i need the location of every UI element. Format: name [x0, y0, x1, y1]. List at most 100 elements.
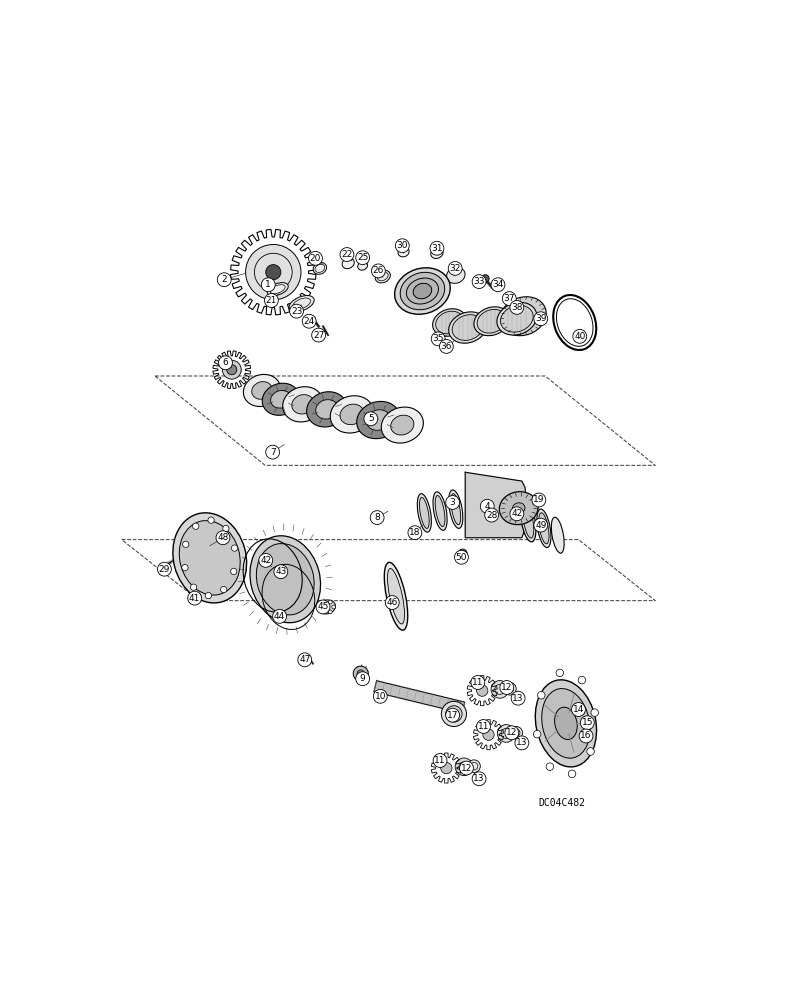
Text: DC04C482: DC04C482: [539, 798, 586, 808]
Circle shape: [222, 525, 229, 532]
Circle shape: [355, 672, 369, 686]
Circle shape: [568, 770, 575, 778]
Ellipse shape: [282, 387, 323, 422]
Text: 21: 21: [265, 296, 277, 305]
Ellipse shape: [500, 297, 546, 336]
Text: 11: 11: [434, 756, 445, 765]
Ellipse shape: [400, 272, 444, 310]
Circle shape: [511, 691, 525, 705]
Ellipse shape: [315, 400, 337, 419]
Ellipse shape: [384, 562, 407, 630]
Ellipse shape: [430, 248, 443, 258]
Circle shape: [484, 508, 498, 522]
Circle shape: [302, 314, 315, 328]
Circle shape: [449, 499, 455, 504]
Circle shape: [546, 763, 553, 770]
Circle shape: [216, 531, 230, 545]
Text: 12: 12: [460, 764, 472, 773]
Circle shape: [332, 605, 335, 609]
Circle shape: [318, 605, 321, 609]
Circle shape: [502, 292, 516, 306]
Circle shape: [533, 518, 547, 532]
Circle shape: [328, 600, 332, 604]
Circle shape: [481, 275, 488, 282]
Ellipse shape: [554, 707, 577, 740]
Circle shape: [290, 304, 303, 318]
Ellipse shape: [419, 497, 429, 528]
Ellipse shape: [307, 392, 346, 427]
Circle shape: [533, 312, 547, 326]
Text: 13: 13: [516, 738, 527, 747]
Circle shape: [157, 562, 171, 576]
Ellipse shape: [356, 401, 400, 439]
Text: 15: 15: [581, 718, 592, 727]
Circle shape: [504, 726, 518, 740]
Circle shape: [457, 549, 466, 558]
Ellipse shape: [541, 689, 590, 758]
Circle shape: [491, 278, 504, 292]
Text: 48: 48: [217, 533, 229, 542]
Circle shape: [315, 600, 329, 614]
Text: 19: 19: [533, 495, 544, 504]
Text: 2: 2: [221, 275, 227, 284]
Text: 25: 25: [357, 253, 368, 262]
Circle shape: [509, 727, 521, 739]
Circle shape: [503, 682, 516, 695]
Circle shape: [439, 339, 453, 353]
Circle shape: [363, 412, 377, 426]
Ellipse shape: [251, 382, 272, 399]
Text: 46: 46: [386, 598, 397, 607]
Circle shape: [467, 760, 480, 772]
Circle shape: [430, 241, 444, 255]
Text: 3: 3: [449, 498, 455, 507]
Text: 31: 31: [431, 244, 442, 253]
Circle shape: [454, 550, 468, 564]
Circle shape: [265, 445, 279, 459]
Ellipse shape: [341, 258, 354, 269]
Ellipse shape: [291, 395, 314, 414]
Circle shape: [491, 681, 508, 698]
Ellipse shape: [436, 311, 463, 334]
Text: 12: 12: [505, 728, 517, 737]
Circle shape: [182, 541, 189, 547]
Circle shape: [432, 754, 446, 767]
Circle shape: [533, 730, 540, 738]
Circle shape: [222, 360, 241, 379]
Circle shape: [261, 278, 275, 292]
Text: 47: 47: [298, 655, 310, 664]
Text: 42: 42: [511, 509, 521, 518]
Circle shape: [496, 725, 514, 742]
Text: 9: 9: [359, 674, 365, 683]
Ellipse shape: [270, 390, 290, 408]
Ellipse shape: [413, 283, 431, 299]
Ellipse shape: [366, 410, 390, 430]
Circle shape: [431, 332, 444, 346]
Text: 30: 30: [396, 241, 408, 250]
Circle shape: [321, 610, 325, 614]
Text: 28: 28: [485, 511, 497, 520]
Circle shape: [230, 568, 237, 575]
Ellipse shape: [340, 404, 363, 425]
Ellipse shape: [435, 496, 444, 527]
Ellipse shape: [256, 544, 314, 615]
Ellipse shape: [262, 383, 299, 415]
Ellipse shape: [452, 315, 483, 340]
Text: 27: 27: [312, 331, 324, 340]
Circle shape: [471, 772, 486, 786]
Circle shape: [571, 703, 585, 716]
Ellipse shape: [512, 503, 525, 514]
Circle shape: [328, 610, 332, 614]
Circle shape: [500, 681, 513, 694]
Circle shape: [259, 553, 272, 567]
Circle shape: [534, 498, 542, 506]
Circle shape: [531, 493, 545, 507]
Circle shape: [265, 265, 281, 280]
Text: 17: 17: [446, 711, 458, 720]
Ellipse shape: [381, 407, 423, 443]
Text: 13: 13: [512, 694, 523, 703]
Text: 44: 44: [273, 612, 285, 621]
Circle shape: [226, 365, 237, 375]
Circle shape: [370, 511, 384, 525]
Text: 42: 42: [260, 556, 271, 565]
Circle shape: [407, 526, 421, 540]
